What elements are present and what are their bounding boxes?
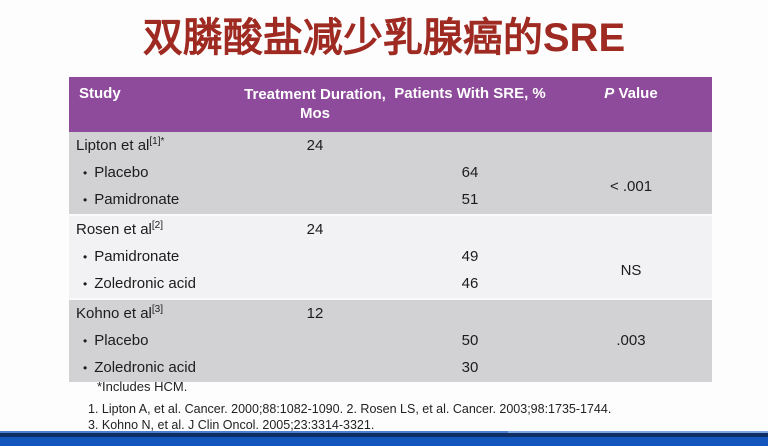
duration-empty-cell [240, 355, 390, 382]
p-empty-cell [550, 214, 712, 244]
treatment-row: • Placebo 50.003 [69, 328, 712, 355]
bullet-icon: • [83, 250, 88, 265]
treatment-row: • Placebo 64 < .001 [69, 160, 712, 215]
sre-empty-cell [390, 214, 550, 244]
sre-table: Study Treatment Duration, Mos Patients W… [69, 77, 712, 382]
pvalue-italic-p: P [604, 85, 615, 102]
sre-value-cell: 49 [390, 244, 550, 271]
duration-empty-cell [240, 271, 390, 299]
duration-empty-cell [240, 160, 390, 187]
bar-highlight-line [508, 431, 768, 433]
treatment-label: Zoledronic acid [94, 275, 196, 293]
treatment-label-cell: • Zoledronic acid [69, 355, 240, 382]
treatment-row: • Pamidronate 49 NS [69, 244, 712, 299]
study-name: Rosen et al [76, 220, 152, 238]
study-name: Lipton et al [76, 136, 150, 154]
reference-superscript: [1]* [149, 135, 165, 147]
p-empty-cell [550, 298, 712, 328]
bottom-accent-bar [0, 431, 768, 446]
bullet-icon: • [83, 193, 88, 208]
bullet-icon: • [83, 166, 88, 181]
sre-table-body: Lipton et al[1]* 24 • Placebo 64 < .001 • Pamid… [69, 132, 712, 382]
treatment-label-cell: • Pamidronate [69, 187, 240, 215]
column-header-duration-line2: Mos [300, 105, 330, 122]
study-row: Rosen et al[2] 24 [69, 214, 712, 244]
sre-value-cell: 50 [390, 328, 550, 355]
duration-cell: 24 [240, 214, 390, 244]
bullet-icon: • [83, 277, 88, 292]
column-header-duration-line1: Treatment Duration, [244, 86, 386, 103]
column-header-sre: Patients With SRE, % [390, 77, 550, 132]
reference-line-1: 1. Lipton A, et al. Cancer. 2000;88:1082… [88, 402, 612, 416]
treatment-label-cell: • Zoledronic acid [69, 271, 240, 299]
p-value-cell: < .001 [550, 160, 712, 215]
p-value-cell: .003 [550, 328, 712, 355]
study-name-cell: Lipton et al[1]* [69, 132, 240, 160]
p-empty-cell [550, 132, 712, 160]
study-name-cell: Kohno et al[3] [69, 298, 240, 328]
duration-empty-cell [240, 244, 390, 271]
sre-value-cell: 51 [390, 187, 550, 215]
duration-cell: 12 [240, 298, 390, 328]
sre-value-cell: 30 [390, 355, 550, 382]
pvalue-rest: Value [618, 85, 658, 102]
column-header-study: Study [69, 77, 240, 132]
header-row: Study Treatment Duration, Mos Patients W… [69, 77, 712, 132]
study-name-cell: Rosen et al[2] [69, 214, 240, 244]
treatment-row: • Pamidronate 51 [69, 187, 712, 215]
treatment-label-cell: • Pamidronate [69, 244, 240, 271]
treatment-label-cell: • Placebo [69, 328, 240, 355]
footnote-hcm: *Includes HCM. [97, 379, 188, 394]
duration-cell: 24 [240, 132, 390, 160]
sre-value-cell: 64 [390, 160, 550, 187]
duration-empty-cell [240, 328, 390, 355]
treatment-label: Pamidronate [94, 248, 180, 266]
reference-superscript: [3] [151, 303, 164, 315]
column-header-duration: Treatment Duration, Mos [240, 77, 390, 132]
treatment-label: Placebo [94, 332, 149, 350]
references: 1. Lipton A, et al. Cancer. 2000;88:1082… [88, 401, 611, 433]
treatment-label: Placebo [94, 164, 149, 182]
bullet-icon: • [83, 361, 88, 376]
treatment-label: Pamidronate [94, 191, 180, 209]
slide-title: 双膦酸盐减少乳腺癌的SRE [142, 16, 626, 60]
reference-superscript: [2] [151, 219, 164, 231]
sre-value-cell: 46 [390, 271, 550, 299]
treatment-label: Zoledronic acid [94, 359, 196, 377]
reference-line-2: 3. Kohno N, et al. J Clin Oncol. 2005;23… [88, 418, 375, 432]
treatment-row: • Zoledronic acid 46 [69, 271, 712, 299]
sre-empty-cell [390, 132, 550, 160]
p-value-cell: NS [550, 244, 712, 299]
treatment-row: • Zoledronic acid 30 [69, 355, 712, 382]
sre-empty-cell [390, 298, 550, 328]
p-empty-cell [550, 355, 712, 382]
study-name: Kohno et al [76, 304, 152, 322]
study-row: Lipton et al[1]* 24 [69, 132, 712, 160]
table-header: Study Treatment Duration, Mos Patients W… [69, 77, 712, 132]
study-row: Kohno et al[3] 12 [69, 298, 712, 328]
treatment-label-cell: • Placebo [69, 160, 240, 187]
column-header-pvalue: P Value [550, 77, 712, 132]
duration-empty-cell [240, 187, 390, 215]
bullet-icon: • [83, 334, 88, 349]
